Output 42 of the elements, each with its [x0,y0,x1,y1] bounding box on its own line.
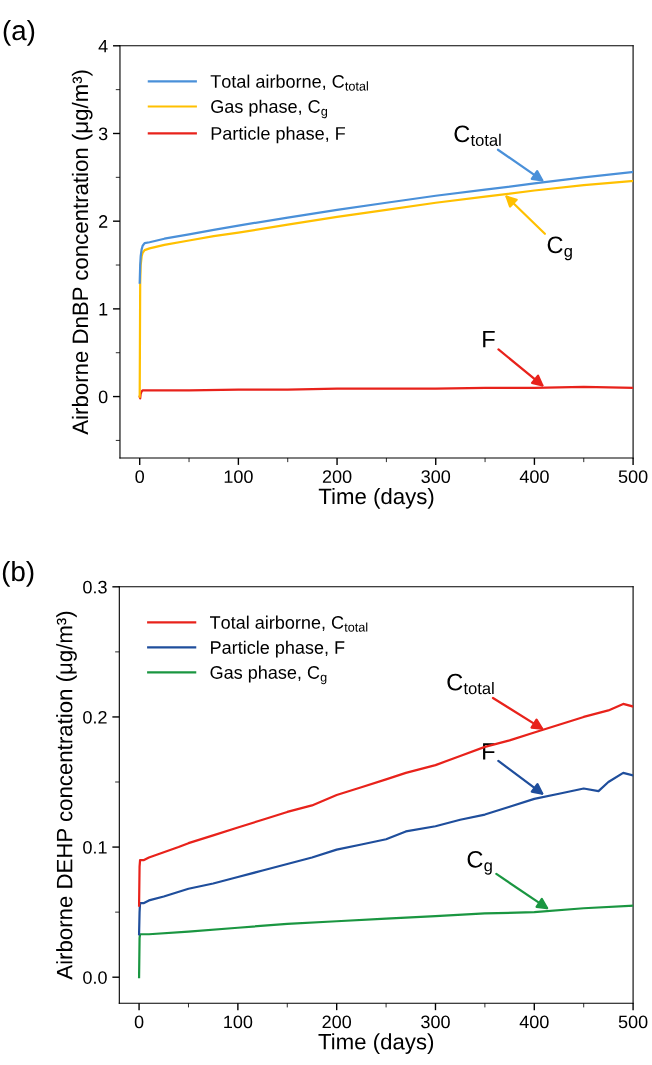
legend-label: Gas phase, C$_{g}$ [210,665,327,685]
x-tick-label: 0 [134,1015,144,1029]
x-tick-label: 200 [322,1015,352,1029]
chart-title: (b) [2,560,34,587]
line-series [138,179,634,398]
x-tick-label: 200 [322,470,352,484]
y-tick-label: 3 [98,127,108,141]
annotation: C$_{g}$ [467,850,492,875]
annotation: C$_{g}$ [547,236,572,261]
y-tick-label: 0.1 [83,841,107,854]
annotation: C$_{total}$ [454,125,501,146]
y-tick-label: 2 [99,215,108,228]
x-tick-label: 300 [421,470,451,484]
line-series [137,702,634,907]
y-tick-label: 0.2 [83,710,107,724]
x-tick-label: 400 [519,470,549,484]
x-axis-title: Time (days) [318,487,434,509]
legend-label: Total airborne, C$_{total}$ [210,615,368,632]
y-axis-title: Airborne DEHP concentration (μg/m³) [56,611,77,980]
y-tick-label: 0.3 [83,580,107,594]
legend-label: Particle phase, F [211,126,345,144]
y-tick-label: 0.0 [83,971,107,984]
chart-title: (a) [3,19,35,46]
legend-label: Total airborne, C$_{total}$ [210,74,368,91]
y-tick-label: 4 [98,39,108,53]
x-tick-label: 300 [421,1015,450,1029]
x-tick-label: 100 [224,1015,253,1029]
legend-label: Gas phase, C$_{g}$ [211,99,328,119]
x-tick-label: 400 [519,1015,549,1029]
line-series [137,771,634,936]
y-tick-label: 0 [98,390,108,404]
legend-label: Particle phase, F [211,640,345,658]
annotation: F [483,331,495,348]
x-tick-label: 500 [618,1015,648,1029]
line-series [138,170,634,284]
y-tick-label: 1 [99,302,108,316]
x-axis-title: Time (days) [318,1033,434,1054]
x-tick-label: 500 [618,470,648,484]
x-tick-label: 0 [135,470,145,484]
annotation: C$_{total}$ [447,673,494,695]
y-axis-title: Airborne DnBP concentration (μg/m³) [71,70,93,435]
x-tick-label: 100 [224,470,253,484]
